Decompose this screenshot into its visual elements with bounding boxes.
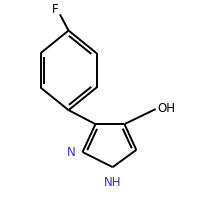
- Text: N: N: [67, 146, 76, 158]
- Text: F: F: [52, 3, 59, 16]
- Text: OH: OH: [157, 102, 175, 115]
- Text: NH: NH: [104, 176, 121, 189]
